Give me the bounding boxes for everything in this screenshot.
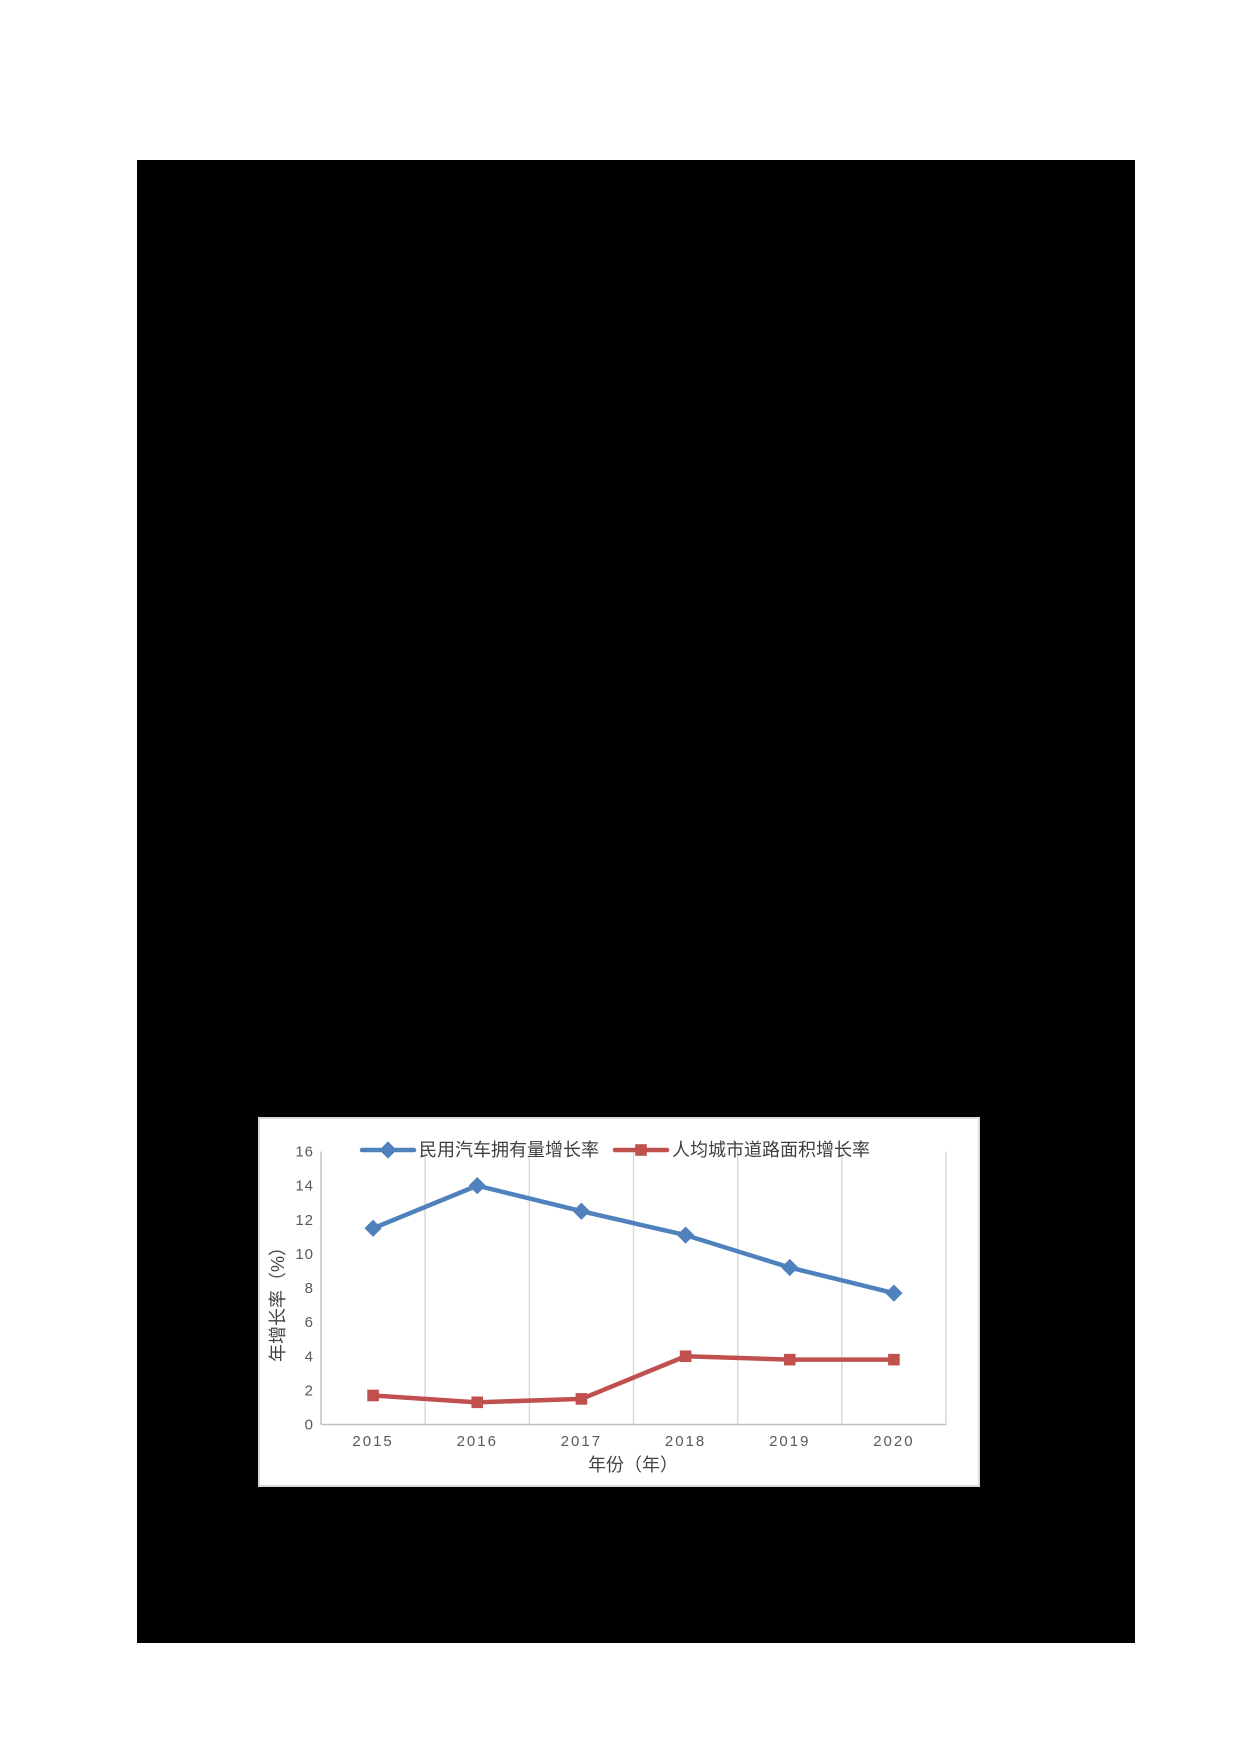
x-tick-label: 2019 [769,1433,810,1450]
diamond-marker [572,1202,591,1220]
x-tick-label: 2018 [665,1433,706,1450]
y-tick-label: 0 [305,1417,314,1434]
growth-rate-line-chart: 0 2 4 6 8 10 12 14 16 2015 2016 2017 2018 2019 2020 年… [268,1140,947,1475]
diamond-marker [379,1141,397,1159]
x-tick-label: 2017 [561,1433,602,1450]
diamond-marker [364,1219,382,1237]
diamond-marker [781,1258,799,1277]
y-axis-title: 年增长率（%） [268,1238,288,1362]
y-tick-label: 8 [305,1280,314,1297]
square-marker [783,1353,796,1366]
series-line [370,1183,897,1296]
square-marker [888,1353,900,1366]
x-axis-title: 年份（年） [588,1455,678,1475]
chart-legend: 民用汽车拥有量增长率 人均城市道路面积增长率 [359,1140,870,1160]
diamond-marker [885,1284,903,1302]
diamond-marker [676,1226,695,1244]
y-tick-label: 6 [305,1314,314,1331]
legend-label: 人均城市道路面积增长率 [672,1140,870,1160]
diamond-marker [468,1176,486,1195]
y-tick-label: 14 [295,1178,314,1195]
legend-line-square-swatch [612,1144,670,1156]
y-tick-label: 2 [305,1382,314,1399]
square-marker [679,1350,692,1363]
x-tick-label: 2020 [873,1433,914,1450]
series-line [370,1354,897,1405]
y-axis-tick-labels: 0 2 4 6 8 10 12 14 16 [295,1144,314,1434]
square-marker [635,1144,647,1156]
legend-item-civilian-cars: 民用汽车拥有量增长率 [359,1140,599,1160]
legend-label: 民用汽车拥有量增长率 [419,1140,599,1160]
square-marker [367,1389,379,1402]
square-marker [575,1393,588,1405]
square-marker [471,1396,484,1409]
legend-line-diamond-swatch [359,1141,417,1159]
y-tick-label: 10 [295,1246,314,1263]
x-axis-category-labels: 2015 2016 2017 2018 2019 2020 [352,1433,914,1450]
x-tick-label: 2016 [457,1433,498,1450]
legend-item-road-area: 人均城市道路面积增长率 [612,1140,870,1160]
series-1 [367,1350,900,1409]
y-tick-label: 16 [295,1144,314,1161]
chart-container: 0 2 4 6 8 10 12 14 16 2015 2016 2017 2018 2019 2020 年… [258,1117,980,1487]
y-tick-label: 12 [295,1212,314,1229]
axis-lines [320,1151,946,1426]
x-tick-label: 2015 [352,1433,393,1450]
y-tick-label: 4 [305,1348,314,1365]
